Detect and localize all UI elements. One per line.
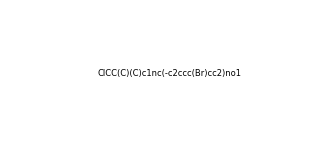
Text: ClCC(C)(C)c1nc(-c2ccc(Br)cc2)no1: ClCC(C)(C)c1nc(-c2ccc(Br)cc2)no1 bbox=[98, 69, 242, 78]
